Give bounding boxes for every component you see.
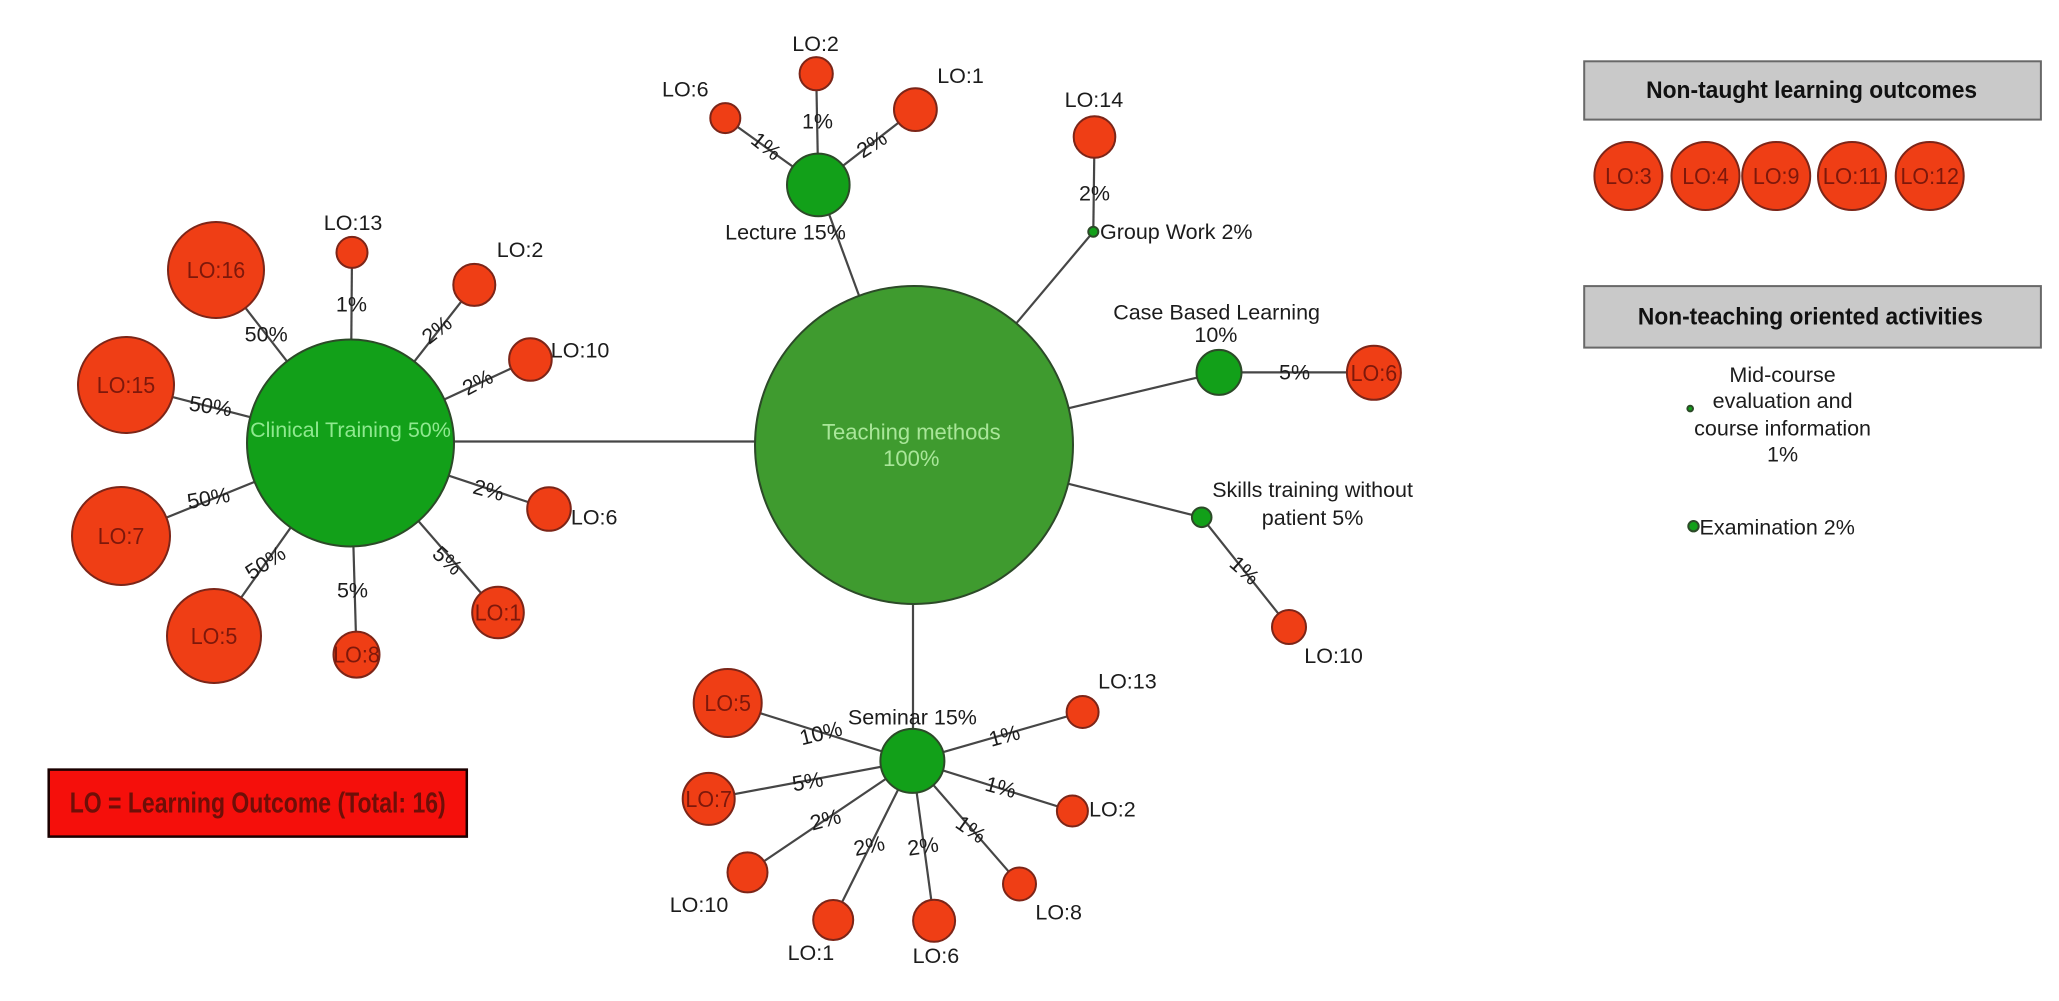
svg-text:10%: 10%: [1194, 323, 1237, 347]
svg-text:LO:2: LO:2: [792, 32, 839, 56]
svg-text:LO:5: LO:5: [191, 623, 238, 649]
svg-text:LO:10: LO:10: [670, 893, 729, 917]
svg-text:LO:2: LO:2: [1089, 798, 1136, 822]
svg-text:LO:13: LO:13: [1098, 670, 1157, 694]
svg-text:LO:1: LO:1: [475, 600, 522, 626]
svg-text:LO:6: LO:6: [571, 506, 618, 530]
svg-text:LO:1: LO:1: [937, 64, 984, 88]
svg-text:Seminar 15%: Seminar 15%: [848, 706, 977, 730]
svg-text:LO:2: LO:2: [497, 238, 544, 262]
svg-text:LO:5: LO:5: [704, 690, 751, 716]
svg-text:LO:11: LO:11: [1823, 163, 1882, 189]
svg-text:5%: 5%: [337, 578, 368, 602]
svg-text:Case Based Learning: Case Based Learning: [1113, 300, 1320, 324]
svg-text:LO:7: LO:7: [685, 786, 732, 812]
svg-text:LO:7: LO:7: [98, 523, 145, 549]
svg-text:5%: 5%: [790, 767, 825, 796]
svg-text:LO = Learning Outcome (Total:: LO = Learning Outcome (Total: 16): [70, 788, 446, 820]
svg-text:LO:16: LO:16: [187, 257, 246, 283]
svg-text:patient 5%: patient 5%: [1262, 506, 1364, 530]
svg-text:1%: 1%: [802, 109, 833, 133]
svg-text:1%: 1%: [1767, 442, 1798, 466]
svg-text:LO:13: LO:13: [324, 211, 383, 235]
svg-text:LO:14: LO:14: [1065, 88, 1124, 112]
svg-text:Non-teaching oriented activiti: Non-teaching oriented activities: [1638, 303, 1983, 330]
svg-text:evaluation and: evaluation and: [1713, 389, 1853, 413]
svg-text:Mid-course: Mid-course: [1729, 363, 1835, 387]
svg-text:LO:6: LO:6: [662, 78, 709, 102]
svg-text:1%: 1%: [336, 293, 367, 317]
svg-text:LO:8: LO:8: [1035, 900, 1082, 924]
svg-text:50%: 50%: [245, 323, 288, 347]
svg-text:Skills training without: Skills training without: [1212, 478, 1413, 502]
svg-text:LO:10: LO:10: [1304, 644, 1363, 668]
svg-text:LO:15: LO:15: [97, 372, 156, 398]
svg-text:Group Work 2%: Group Work 2%: [1100, 220, 1253, 244]
svg-text:LO:1: LO:1: [788, 941, 835, 965]
svg-text:LO:6: LO:6: [1351, 360, 1398, 386]
svg-text:LO:4: LO:4: [1682, 163, 1729, 189]
svg-text:Non-taught learning outcomes: Non-taught learning outcomes: [1646, 77, 1977, 104]
svg-text:Examination 2%: Examination 2%: [1700, 515, 1855, 539]
svg-text:LO:10: LO:10: [551, 339, 610, 363]
svg-text:Clinical Training 50%: Clinical Training 50%: [250, 418, 451, 442]
svg-text:2%: 2%: [1079, 181, 1110, 205]
svg-text:LO:8: LO:8: [333, 642, 380, 668]
svg-text:course information: course information: [1694, 416, 1871, 440]
svg-text:5%: 5%: [1279, 360, 1310, 384]
svg-text:LO:9: LO:9: [1753, 163, 1800, 189]
svg-text:50%: 50%: [188, 392, 234, 422]
svg-text:2%: 2%: [906, 833, 940, 861]
svg-text:LO:3: LO:3: [1605, 163, 1652, 189]
svg-text:LO:12: LO:12: [1900, 163, 1959, 189]
svg-text:100%: 100%: [883, 446, 939, 471]
svg-text:Teaching methods: Teaching methods: [822, 420, 1001, 445]
svg-text:Lecture 15%: Lecture 15%: [725, 220, 846, 244]
svg-text:LO:6: LO:6: [913, 944, 960, 968]
